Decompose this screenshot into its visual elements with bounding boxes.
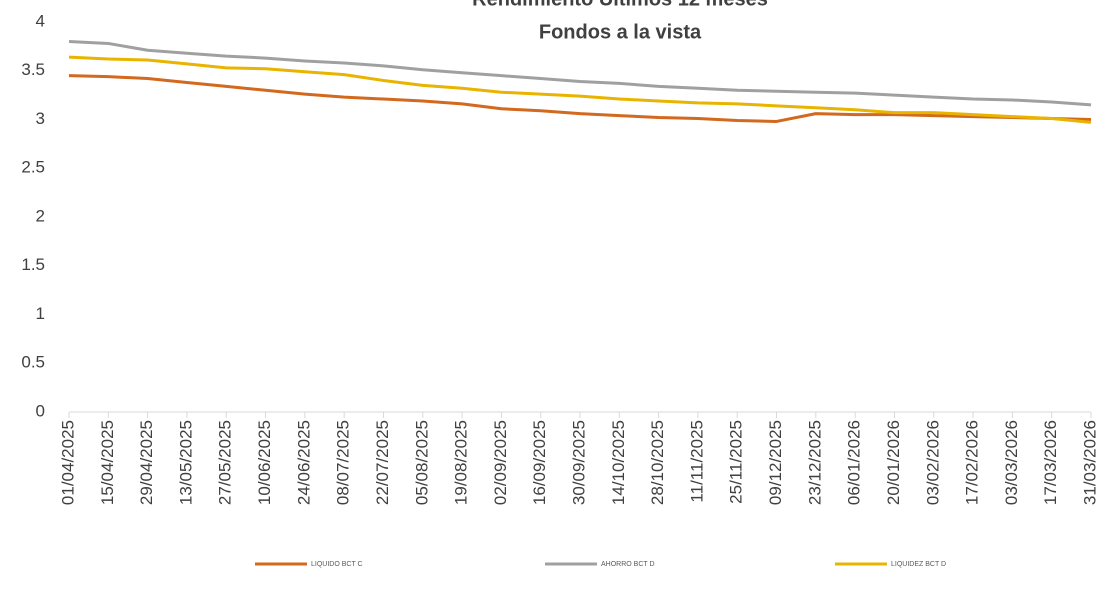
x-tick-label: 09/12/2025 bbox=[766, 420, 785, 505]
x-tick-label: 17/02/2026 bbox=[963, 420, 982, 505]
x-tick-label: 22/07/2025 bbox=[373, 420, 392, 505]
y-tick-label: 4 bbox=[36, 11, 45, 30]
x-tick-label: 29/04/2025 bbox=[137, 420, 156, 505]
series-line bbox=[68, 40, 1092, 107]
x-tick-label: 02/09/2025 bbox=[491, 420, 510, 505]
series-line bbox=[68, 55, 1092, 124]
x-tick-label: 23/12/2025 bbox=[805, 420, 824, 505]
x-tick-label: 17/03/2026 bbox=[1041, 420, 1060, 505]
legend-label: LIQUIDO BCT C bbox=[311, 561, 363, 568]
chart-subtitle: Fondos a la vista bbox=[539, 21, 702, 43]
x-tick-label: 19/08/2025 bbox=[452, 420, 471, 505]
x-tick-label: 05/08/2025 bbox=[412, 420, 431, 505]
x-tick-label: 06/01/2026 bbox=[845, 420, 864, 505]
x-tick-label: 11/11/2025 bbox=[687, 420, 706, 503]
x-tick-label: 08/07/2025 bbox=[334, 420, 353, 505]
x-tick-label: 03/02/2026 bbox=[923, 420, 942, 505]
x-tick-label: 24/06/2025 bbox=[294, 420, 313, 505]
y-tick-label: 2.5 bbox=[21, 158, 45, 177]
y-tick-label: 3.5 bbox=[21, 60, 45, 79]
x-tick-label: 31/03/2026 bbox=[1080, 420, 1099, 505]
series-line bbox=[68, 74, 1092, 123]
legend-label: AHORRO BCT D bbox=[601, 561, 655, 568]
x-tick-label: 30/09/2025 bbox=[569, 420, 588, 505]
x-tick-label: 15/04/2025 bbox=[98, 420, 117, 505]
y-tick-label: 3 bbox=[36, 109, 45, 128]
x-tick-label: 28/10/2025 bbox=[648, 420, 667, 505]
y-tick-label: 0 bbox=[36, 401, 45, 420]
x-tick-label: 14/10/2025 bbox=[609, 420, 628, 505]
chart-title: Rendimiento Últimos 12 meses bbox=[472, 0, 768, 10]
y-tick-label: 1.5 bbox=[21, 255, 45, 274]
x-tick-label: 20/01/2026 bbox=[884, 420, 903, 505]
x-tick-label: 16/09/2025 bbox=[530, 420, 549, 505]
y-tick-label: 2 bbox=[36, 206, 45, 225]
x-tick-label: 10/06/2025 bbox=[255, 420, 274, 505]
x-tick-label: 03/03/2026 bbox=[1002, 420, 1021, 505]
y-tick-label: 1 bbox=[36, 304, 45, 323]
x-tick-label: 13/05/2025 bbox=[176, 420, 195, 505]
x-tick-label: 27/05/2025 bbox=[216, 420, 235, 505]
legend-label: LIQUIDEZ BCT D bbox=[891, 561, 946, 568]
x-tick-label: 01/04/2025 bbox=[58, 420, 77, 505]
x-tick-label: 25/11/2025 bbox=[727, 420, 746, 504]
y-tick-label: 0.5 bbox=[21, 353, 45, 372]
